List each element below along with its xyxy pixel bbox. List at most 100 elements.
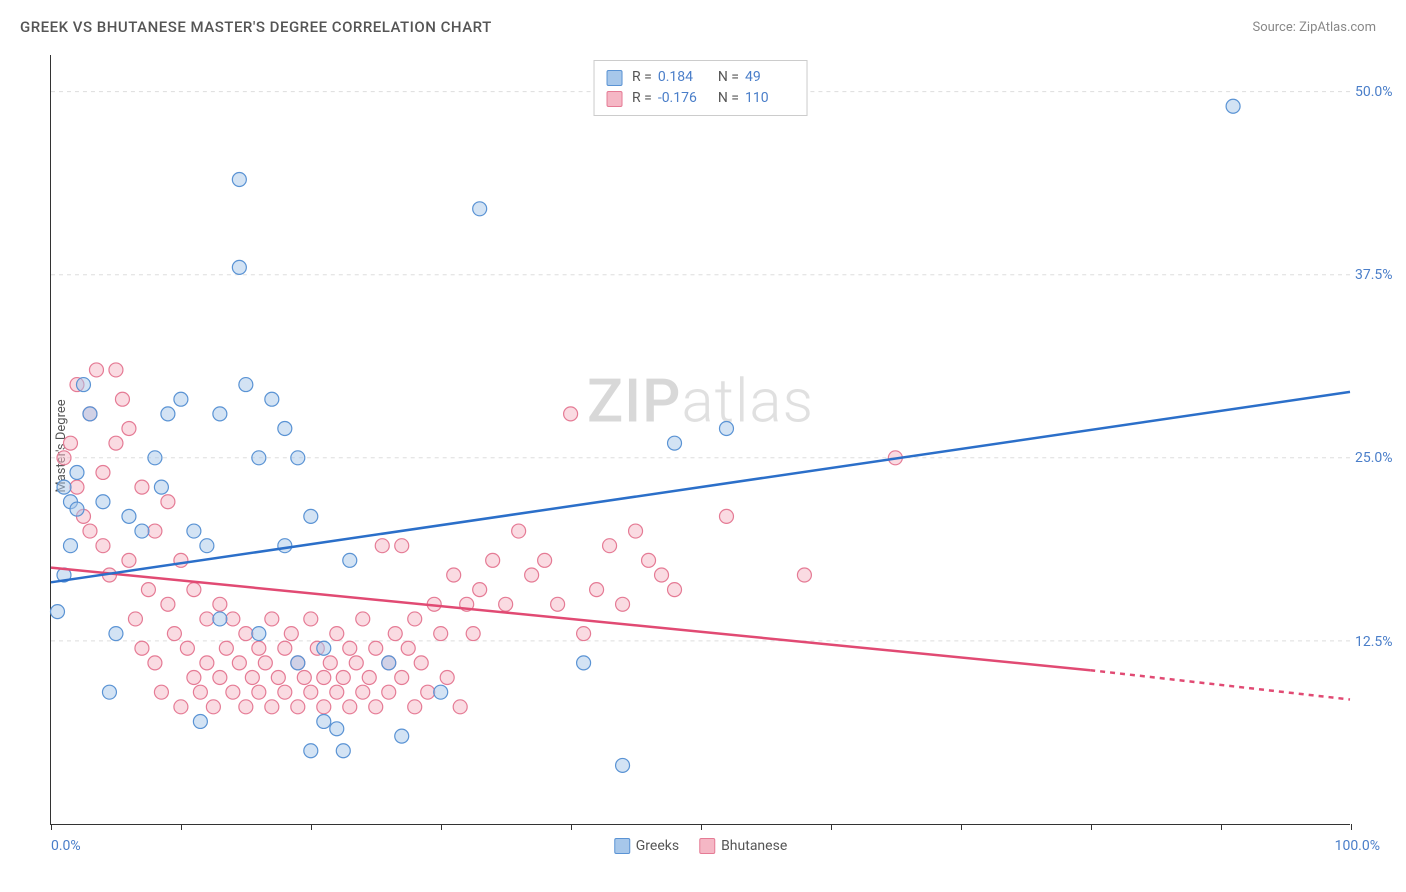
data-point (369, 700, 383, 714)
data-point (538, 553, 552, 567)
data-point (395, 729, 409, 743)
data-point (1226, 99, 1240, 113)
data-point (57, 451, 71, 465)
data-point (362, 671, 376, 685)
x-tick (1221, 824, 1222, 830)
data-point (63, 436, 77, 450)
swatch-greeks (606, 70, 622, 86)
data-point (122, 422, 136, 436)
data-point (719, 422, 733, 436)
data-point (382, 685, 396, 699)
data-point (284, 627, 298, 641)
chart-title: GREEK VS BHUTANESE MASTER'S DEGREE CORRE… (20, 18, 492, 36)
data-point (232, 260, 246, 274)
stat-r-bhutanese: -0.176 (658, 88, 708, 109)
data-point (343, 553, 357, 567)
stat-n-bhutanese: 110 (745, 88, 795, 109)
data-point (154, 685, 168, 699)
stats-row-greeks: R = 0.184 N = 49 (606, 67, 795, 88)
data-point (629, 524, 643, 538)
data-point (616, 597, 630, 611)
data-point (486, 553, 500, 567)
data-point (440, 671, 454, 685)
data-point (96, 465, 110, 479)
data-point (356, 685, 370, 699)
data-point (668, 583, 682, 597)
data-point (57, 480, 71, 494)
data-point (336, 671, 350, 685)
data-point (278, 641, 292, 655)
data-point (83, 407, 97, 421)
data-point (317, 641, 331, 655)
data-point (148, 656, 162, 670)
data-point (577, 656, 591, 670)
data-point (122, 553, 136, 567)
data-point (232, 173, 246, 187)
data-point (408, 612, 422, 626)
data-point (525, 568, 539, 582)
data-point (577, 627, 591, 641)
x-tick (961, 824, 962, 830)
data-point (382, 656, 396, 670)
data-point (96, 539, 110, 553)
data-point (70, 465, 84, 479)
x-tick (1091, 824, 1092, 830)
data-point (83, 524, 97, 538)
data-point (167, 627, 181, 641)
data-point (317, 700, 331, 714)
data-point (603, 539, 617, 553)
data-point (265, 612, 279, 626)
data-point (265, 700, 279, 714)
data-point (239, 627, 253, 641)
data-point (297, 671, 311, 685)
data-point (135, 524, 149, 538)
data-point (278, 685, 292, 699)
data-point (336, 744, 350, 758)
data-point (128, 612, 142, 626)
legend-swatch-greeks (614, 838, 630, 854)
y-tick-label: 12.5% (1355, 634, 1406, 650)
legend-swatch-bhutanese (699, 838, 715, 854)
data-point (343, 641, 357, 655)
data-point (616, 758, 630, 772)
data-point (70, 502, 84, 516)
data-point (590, 583, 604, 597)
data-point (102, 685, 116, 699)
data-point (89, 363, 103, 377)
trend-line (51, 392, 1350, 582)
data-point (304, 612, 318, 626)
data-point (252, 627, 266, 641)
legend-label-bhutanese: Bhutanese (721, 838, 787, 854)
y-tick-label: 25.0% (1355, 450, 1406, 466)
data-point (193, 714, 207, 728)
data-point (252, 641, 266, 655)
data-point (258, 656, 272, 670)
data-point (265, 392, 279, 406)
data-point (317, 714, 331, 728)
data-point (213, 612, 227, 626)
data-point (193, 685, 207, 699)
data-point (226, 685, 240, 699)
data-point (395, 671, 409, 685)
y-tick-label: 50.0% (1355, 84, 1406, 100)
swatch-bhutanese (606, 91, 622, 107)
data-point (401, 641, 415, 655)
stat-n-label2: N = (718, 88, 739, 109)
plot-svg (51, 55, 1350, 824)
data-point (271, 671, 285, 685)
x-tick (181, 824, 182, 830)
data-point (349, 656, 363, 670)
data-point (453, 700, 467, 714)
x-axis-label-right: 100.0% (1335, 838, 1380, 854)
data-point (200, 656, 214, 670)
data-point (219, 641, 233, 655)
trend-line (1090, 670, 1350, 699)
data-point (375, 539, 389, 553)
data-point (239, 378, 253, 392)
x-tick (831, 824, 832, 830)
data-point (719, 509, 733, 523)
data-point (388, 627, 402, 641)
data-point (499, 597, 513, 611)
data-point (564, 407, 578, 421)
data-point (291, 451, 305, 465)
